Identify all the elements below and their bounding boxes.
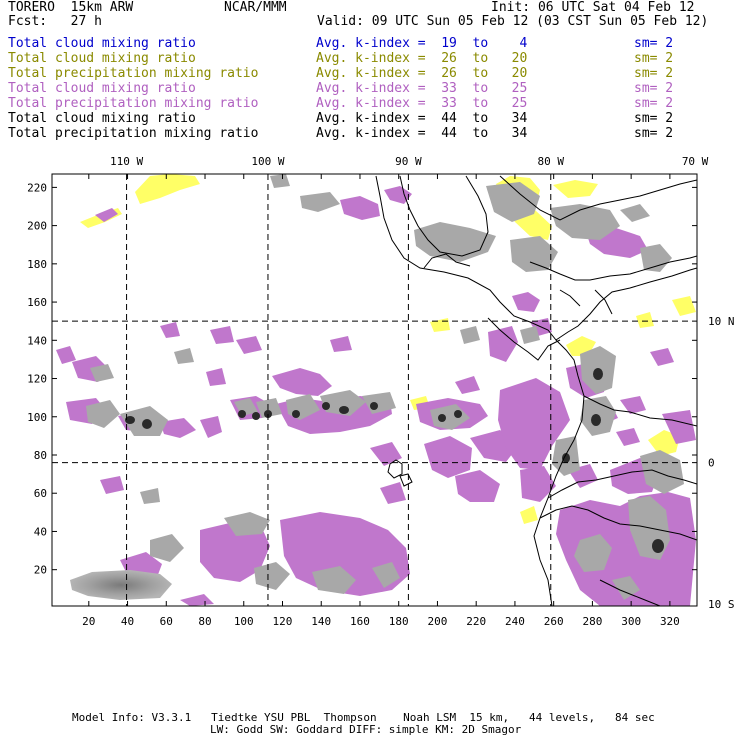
legend-field: Total cloud mixing ratio — [8, 111, 196, 126]
longitude-label: 80 W — [538, 155, 565, 168]
y-tick-label: 220 — [27, 181, 47, 194]
legend-field: Total precipitation mixing ratio — [8, 96, 259, 111]
legend-kindex: Avg. k-index = 33 to 25 — [316, 81, 528, 96]
latitude-label: 10 S — [708, 598, 735, 611]
x-tick-label: 200 — [428, 615, 448, 628]
legend-field: Total cloud mixing ratio — [8, 51, 196, 66]
legend-row: Total cloud mixing ratio Avg. k-index = 4… — [8, 111, 728, 126]
legend-smoothing: sm= 2 — [634, 126, 674, 141]
y-tick-label: 40 — [34, 525, 47, 538]
x-tick-label: 40 — [121, 615, 134, 628]
x-tick-label: 140 — [311, 615, 331, 628]
legend-row: Total precipitation mixing ratio Avg. k-i… — [8, 126, 728, 141]
legend-field: Total precipitation mixing ratio — [8, 126, 259, 141]
legend-smoothing: sm= 2 — [634, 51, 674, 66]
legend-field: Total cloud mixing ratio — [8, 36, 196, 51]
model-info-line-1: Model Info: V3.3.1 Tiedtke YSU PBL Thomp… — [72, 711, 655, 724]
legend-smoothing: sm= 2 — [634, 36, 674, 51]
legend-row: Total precipitation mixing ratio Avg. k-i… — [8, 66, 728, 81]
field-layer — [56, 174, 697, 606]
latlon-grid: 110 W 100 W 90 W 80 W 70 W 10 N 0 10 S — [52, 155, 735, 611]
x-tick-label: 20 — [82, 615, 95, 628]
latitude-label: 0 — [708, 457, 715, 470]
x-tick-label: 240 — [505, 615, 525, 628]
forecast-hour: Fcst: 27 h — [8, 14, 102, 29]
coastlines — [375, 175, 697, 606]
model-title: TORERO 15km ARW — [8, 0, 134, 15]
legend-kindex: Avg. k-index = 26 to 20 — [316, 51, 528, 66]
legend-row: Total precipitation mixing ratio Avg. k-i… — [8, 96, 728, 111]
y-tick-label: 20 — [34, 564, 47, 577]
y-tick-label: 200 — [27, 220, 47, 233]
axis-ticks: 20 40 60 80 100 120 140 160 180 200 220 240 260 280 30… — [27, 174, 697, 628]
legend-kindex: Avg. k-index = 44 to 34 — [316, 111, 528, 126]
legend-smoothing: sm= 2 — [634, 111, 674, 126]
yellow-fields — [80, 174, 696, 584]
y-tick-label: 120 — [27, 373, 47, 386]
y-tick-label: 100 — [27, 411, 47, 424]
longitude-label: 90 W — [395, 155, 422, 168]
y-tick-label: 140 — [27, 334, 47, 347]
x-tick-label: 280 — [582, 615, 602, 628]
legend-field: Total precipitation mixing ratio — [8, 66, 259, 81]
x-tick-label: 300 — [621, 615, 641, 628]
x-tick-label: 260 — [544, 615, 564, 628]
x-tick-label: 220 — [466, 615, 486, 628]
init-time: Init: 06 UTC Sat 04 Feb 12 — [491, 0, 695, 15]
y-tick-label: 160 — [27, 296, 47, 309]
x-tick-label: 100 — [234, 615, 254, 628]
legend-field: Total cloud mixing ratio — [8, 81, 196, 96]
x-tick-label: 80 — [198, 615, 211, 628]
x-tick-label: 60 — [160, 615, 173, 628]
y-tick-label: 180 — [27, 258, 47, 271]
legend-kindex: Avg. k-index = 44 to 34 — [316, 126, 528, 141]
model-info-line-2: LW: Godd SW: Goddard DIFF: simple KM: 2D… — [210, 723, 522, 736]
legend-row: Total cloud mixing ratio Avg. k-index = 2… — [8, 51, 728, 66]
plot-frame — [51, 173, 698, 607]
longitude-label: 70 W — [682, 155, 709, 168]
longitude-label: 110 W — [110, 155, 143, 168]
legend-kindex: Avg. k-index = 26 to 20 — [316, 66, 528, 81]
legend-smoothing: sm= 2 — [634, 66, 674, 81]
x-tick-label: 160 — [350, 615, 370, 628]
legend-kindex: Avg. k-index = 33 to 25 — [316, 96, 528, 111]
longitude-label: 100 W — [251, 155, 284, 168]
y-tick-label: 80 — [34, 449, 47, 462]
y-tick-label: 60 — [34, 487, 47, 500]
legend-row: Total cloud mixing ratio Avg. k-index = 3… — [8, 81, 728, 96]
x-tick-label: 180 — [389, 615, 409, 628]
legend-kindex: Avg. k-index = 19 to 4 — [316, 36, 528, 51]
legend-smoothing: sm= 2 — [634, 81, 674, 96]
x-tick-label: 120 — [273, 615, 293, 628]
dark-cores — [125, 368, 664, 553]
legend-smoothing: sm= 2 — [634, 96, 674, 111]
legend-row: Total cloud mixing ratio Avg. k-index = 1… — [8, 36, 728, 51]
x-tick-label: 320 — [660, 615, 680, 628]
org-label: NCAR/MMM — [224, 0, 287, 15]
latitude-label: 10 N — [708, 315, 735, 328]
valid-time: Valid: 09 UTC Sun 05 Feb 12 (03 CST Sun … — [317, 14, 709, 29]
